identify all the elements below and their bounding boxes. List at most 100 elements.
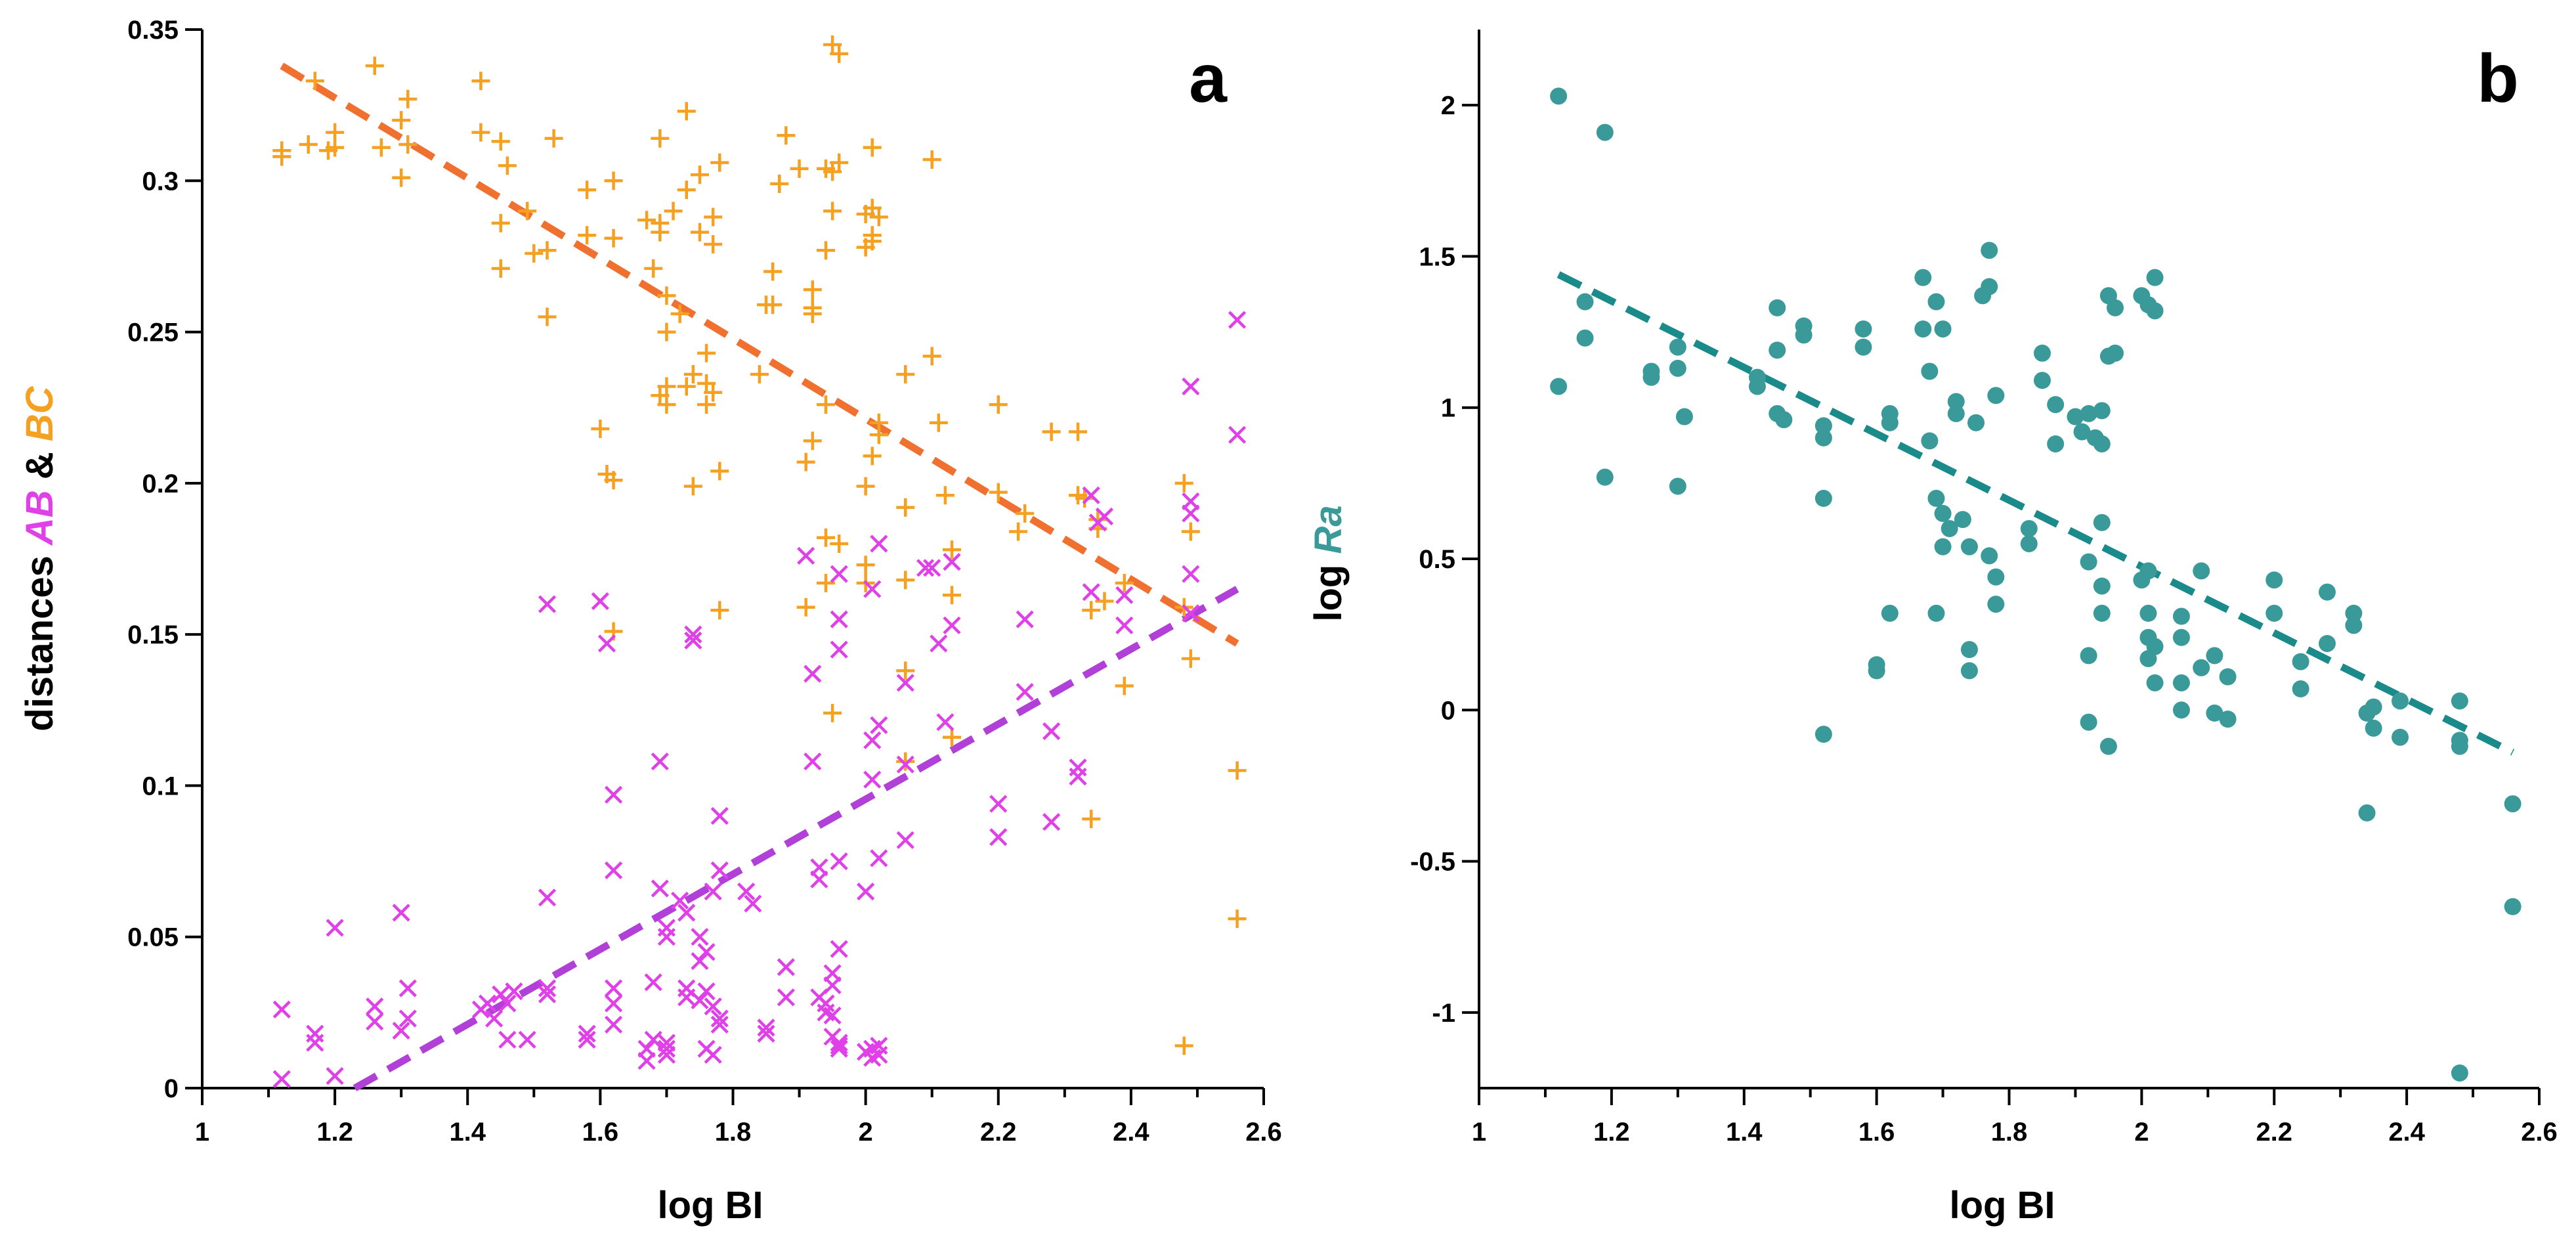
data-point <box>796 452 815 471</box>
data-point <box>1981 547 1998 565</box>
x-tick-label: 1 <box>195 1118 209 1147</box>
data-point <box>690 223 709 242</box>
x-tick-label: 1.4 <box>1726 1118 1763 1147</box>
data-point <box>1016 610 1034 628</box>
data-point <box>896 661 915 680</box>
data-point <box>1596 468 1614 486</box>
data-point <box>856 477 875 496</box>
y-tick-label: 1 <box>1441 394 1455 423</box>
data-point <box>796 598 815 617</box>
data-point <box>392 111 411 130</box>
x-tick-label: 1.6 <box>582 1118 619 1147</box>
data-point <box>710 1009 729 1028</box>
data-point <box>1115 586 1134 604</box>
x-tick-label: 2.2 <box>2256 1118 2292 1147</box>
data-point <box>896 571 915 590</box>
data-point <box>863 731 882 749</box>
data-point <box>651 223 670 242</box>
data-point <box>2099 347 2117 365</box>
data-point <box>691 991 709 1010</box>
data-point <box>1182 504 1200 523</box>
data-point <box>1941 519 1958 537</box>
data-point <box>1042 422 1061 441</box>
data-point <box>491 213 510 232</box>
data-point <box>651 752 669 771</box>
data-point <box>498 994 517 1013</box>
data-point <box>2146 674 2164 691</box>
data-point <box>823 964 842 982</box>
data-point <box>704 235 723 254</box>
data-point <box>2319 634 2336 652</box>
data-point <box>697 982 716 1001</box>
trendlines <box>280 62 1239 1091</box>
data-point <box>1987 387 2005 405</box>
data-point <box>1082 583 1100 602</box>
x-tick-label: 2.6 <box>2521 1118 2558 1147</box>
y-tick-label: 0.3 <box>142 167 179 196</box>
data-point <box>1795 326 1813 344</box>
data-point <box>830 44 849 63</box>
data-point <box>2193 562 2210 580</box>
data-point <box>816 573 835 592</box>
data-point <box>306 1034 324 1052</box>
data-point <box>1934 504 1952 522</box>
data-point <box>929 413 948 432</box>
data-point <box>704 883 722 901</box>
data-point <box>830 1040 848 1058</box>
data-point <box>697 395 716 414</box>
x-tick-label: 2 <box>2134 1118 2149 1147</box>
data-point <box>2020 519 2038 537</box>
data-point <box>2099 737 2117 755</box>
data-point <box>704 383 723 402</box>
data-points <box>1550 87 2522 1082</box>
data-point <box>857 883 875 901</box>
data-point <box>770 174 789 193</box>
data-point <box>1927 604 1945 622</box>
data-point <box>1095 592 1114 611</box>
data-point <box>863 770 882 789</box>
axis-ticks: 1 1.2 1.4 1.6 1.8 2 2.2 2.4 2.6 0 0.05 0.1 0.15 0.2 0.… <box>127 16 1282 1147</box>
y-axis-title: log Ra <box>1307 505 1350 621</box>
data-point <box>989 395 1008 414</box>
data-point <box>1042 722 1061 741</box>
data-point <box>744 894 762 913</box>
data-point <box>272 1000 291 1019</box>
data-point <box>757 1024 775 1043</box>
data-point <box>710 153 729 172</box>
data-point <box>690 165 709 185</box>
data-point <box>697 343 716 362</box>
data-point <box>869 426 888 445</box>
data-point <box>604 994 623 1013</box>
data-point <box>657 1040 676 1058</box>
data-point <box>538 979 557 997</box>
data-point <box>936 713 955 732</box>
data-point <box>2392 692 2409 710</box>
data-point <box>1814 429 1832 447</box>
data-point <box>471 123 490 142</box>
data-point <box>896 498 915 517</box>
data-point <box>697 943 716 961</box>
data-point <box>1675 408 1693 426</box>
data-point <box>544 129 563 148</box>
data-point <box>704 1045 722 1064</box>
data-point <box>1769 341 1786 359</box>
y-axis-title-part: & <box>18 441 61 490</box>
data-point <box>578 226 597 245</box>
data-point <box>670 304 689 323</box>
data-point <box>896 752 915 771</box>
data-point <box>2047 435 2065 452</box>
trendline <box>1556 271 2515 756</box>
data-point <box>1115 616 1134 634</box>
data-point <box>2093 577 2111 595</box>
y-tick-label: 0 <box>164 1074 179 1103</box>
y-axis-title: distances AB & BC <box>18 385 61 731</box>
data-point <box>750 365 769 384</box>
data-point <box>1769 299 1786 317</box>
data-point <box>804 752 822 771</box>
data-point <box>1228 426 1247 444</box>
data-point <box>922 347 941 366</box>
data-point <box>591 592 609 611</box>
data-point <box>2172 628 2190 646</box>
data-point <box>896 365 915 384</box>
